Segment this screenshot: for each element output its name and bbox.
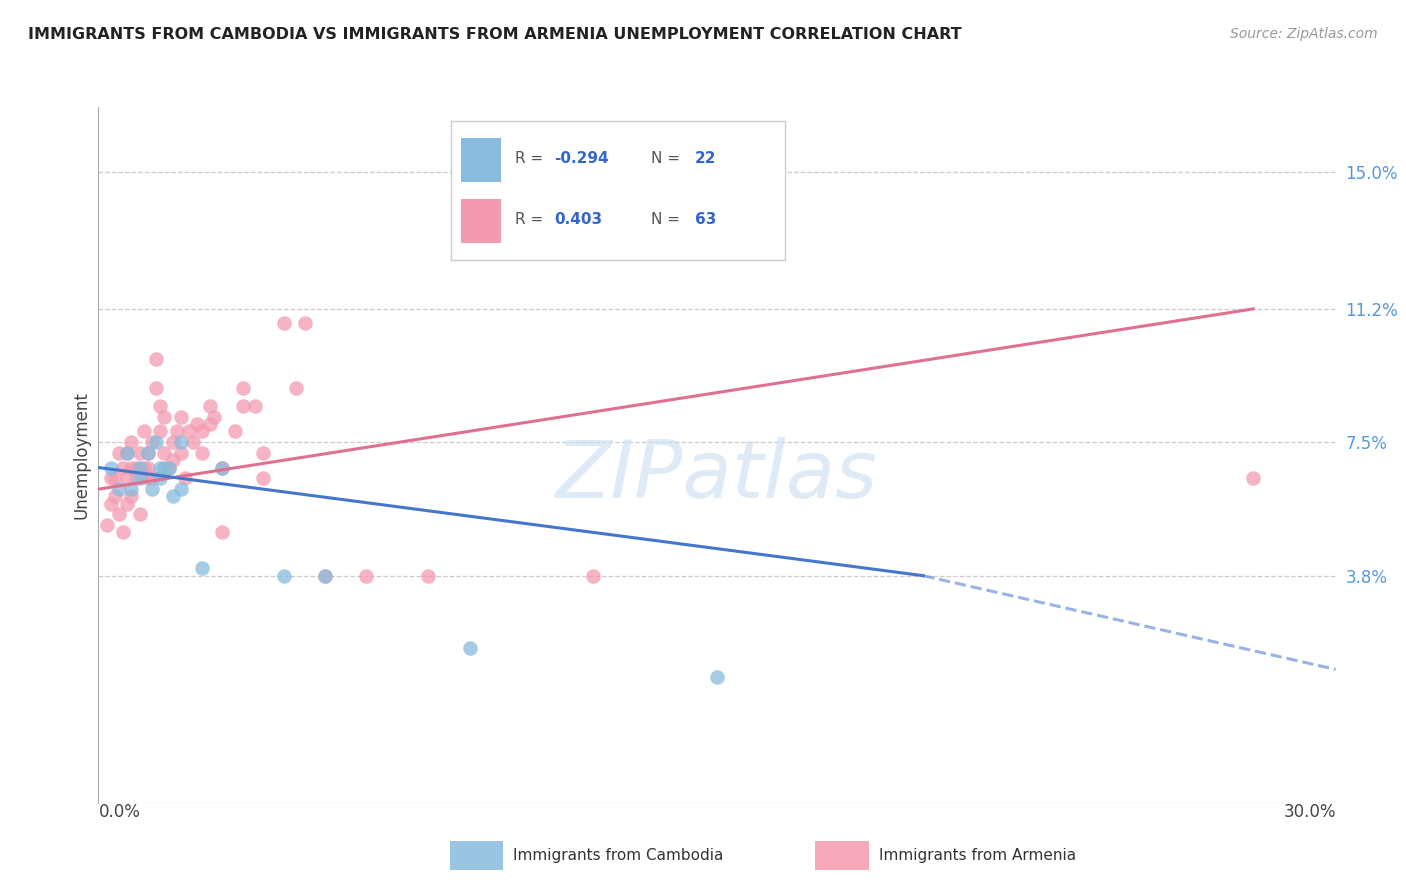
Point	[211, 460, 233, 475]
Point	[108, 446, 131, 460]
Point	[128, 508, 150, 522]
Point	[224, 425, 246, 439]
Point	[145, 435, 167, 450]
Point	[198, 399, 221, 413]
Point	[418, 568, 440, 582]
Point	[120, 482, 142, 496]
Point	[211, 525, 233, 540]
Point	[120, 489, 142, 503]
Point	[186, 417, 208, 432]
Point	[294, 316, 316, 330]
Point	[285, 381, 308, 395]
Point	[273, 316, 295, 330]
Point	[190, 446, 212, 460]
Point	[356, 568, 378, 582]
Point	[124, 460, 146, 475]
Point	[166, 425, 188, 439]
Point	[170, 482, 193, 496]
Point	[162, 453, 184, 467]
Point	[149, 471, 172, 485]
Text: ZIPatlas: ZIPatlas	[555, 437, 879, 515]
Point	[162, 435, 184, 450]
Point	[179, 425, 201, 439]
Point	[211, 460, 233, 475]
Point	[117, 446, 139, 460]
Point	[136, 446, 159, 460]
Point	[141, 435, 163, 450]
Point	[582, 568, 605, 582]
Point	[120, 435, 142, 450]
Point	[190, 561, 212, 575]
Point	[157, 460, 180, 475]
Point	[120, 460, 142, 475]
Point	[314, 568, 336, 582]
Point	[170, 435, 193, 450]
Point	[706, 670, 728, 684]
Point	[141, 482, 163, 496]
Text: IMMIGRANTS FROM CAMBODIA VS IMMIGRANTS FROM ARMENIA UNEMPLOYMENT CORRELATION CHA: IMMIGRANTS FROM CAMBODIA VS IMMIGRANTS F…	[28, 27, 962, 42]
Point	[117, 497, 139, 511]
Point	[132, 425, 155, 439]
Point	[128, 460, 150, 475]
Point	[100, 471, 122, 485]
Point	[170, 410, 193, 425]
Point	[136, 460, 159, 475]
Text: 30.0%: 30.0%	[1284, 803, 1336, 821]
Point	[174, 471, 197, 485]
Point	[252, 471, 274, 485]
Point	[149, 460, 172, 475]
Point	[108, 508, 131, 522]
Point	[136, 446, 159, 460]
Point	[96, 518, 118, 533]
Point	[153, 446, 176, 460]
Point	[128, 471, 150, 485]
Point	[190, 425, 212, 439]
Text: Immigrants from Armenia: Immigrants from Armenia	[879, 848, 1076, 863]
Text: Immigrants from Cambodia: Immigrants from Cambodia	[513, 848, 724, 863]
Point	[117, 446, 139, 460]
Point	[153, 460, 176, 475]
Y-axis label: Unemployment: Unemployment	[72, 391, 90, 519]
Text: 0.0%: 0.0%	[98, 803, 141, 821]
Point	[100, 497, 122, 511]
Point	[117, 471, 139, 485]
Point	[153, 410, 176, 425]
Point	[202, 410, 225, 425]
Point	[458, 640, 481, 655]
Point	[100, 460, 122, 475]
Point	[252, 446, 274, 460]
Point	[162, 489, 184, 503]
Point	[124, 471, 146, 485]
Point	[198, 417, 221, 432]
Point	[136, 471, 159, 485]
Point	[232, 399, 254, 413]
Point	[108, 482, 131, 496]
Point	[128, 446, 150, 460]
Point	[314, 568, 336, 582]
Point	[132, 460, 155, 475]
Point	[141, 471, 163, 485]
Point	[112, 525, 135, 540]
Point	[145, 381, 167, 395]
Point	[243, 399, 266, 413]
Point	[104, 489, 127, 503]
Point	[170, 446, 193, 460]
Point	[232, 381, 254, 395]
Point	[273, 568, 295, 582]
Point	[181, 435, 204, 450]
Point	[157, 460, 180, 475]
Point	[149, 425, 172, 439]
Point	[104, 471, 127, 485]
Point	[112, 460, 135, 475]
Point	[145, 352, 167, 367]
Text: Source: ZipAtlas.com: Source: ZipAtlas.com	[1230, 27, 1378, 41]
Point	[149, 399, 172, 413]
Point	[1241, 471, 1264, 485]
